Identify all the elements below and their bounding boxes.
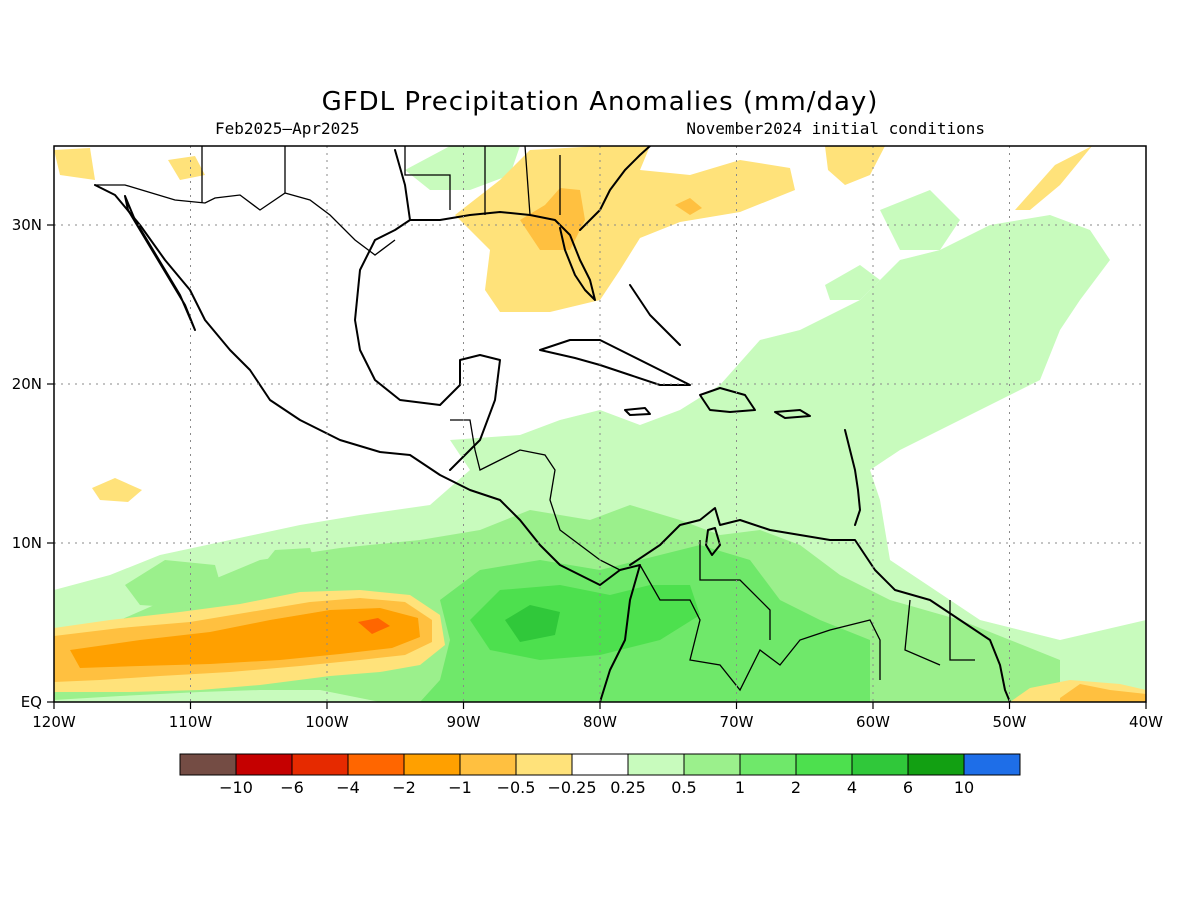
- wet-region-core: [505, 605, 560, 642]
- dry-region-florida: [455, 146, 795, 312]
- colorbar-label: 0.25: [610, 778, 646, 797]
- lesser-antilles: [844, 429, 861, 526]
- colorbar-swatch: [795, 753, 853, 776]
- y-tick-label: 20N: [12, 375, 42, 393]
- jamaica-coastline: [624, 407, 651, 416]
- us-state-borders: [201, 146, 561, 216]
- dry-patch-atlantic: [825, 146, 885, 185]
- dry-region-core: [358, 618, 390, 634]
- pacific-coastline: [94, 184, 641, 702]
- wet-patch-north-atl: [825, 265, 880, 300]
- hispaniola-coastline: [699, 387, 756, 413]
- south-america-borders: [639, 564, 975, 692]
- texas-border: [284, 192, 396, 256]
- colorbar-label: −10: [219, 778, 253, 797]
- x-tick-label: 40W: [1129, 713, 1163, 731]
- colorbar-swatch: [851, 753, 909, 776]
- colorbar-swatch: [907, 753, 965, 776]
- colorbar-swatch: [235, 753, 293, 776]
- wet-patch-west-2: [255, 548, 320, 585]
- x-tick-label: 110W: [169, 713, 213, 731]
- colorbar-label: −6: [280, 778, 304, 797]
- central-america-borders: [450, 419, 621, 571]
- colorbar-label: 10: [954, 778, 974, 797]
- x-tick-label: 120W: [32, 713, 76, 731]
- dry-region-inner: [70, 608, 420, 668]
- bahamas: [629, 284, 681, 346]
- y-tick-label: 10N: [12, 534, 42, 552]
- initial-conditions-subtitle: November2024 initial conditions: [686, 119, 985, 138]
- colorbar-swatch: [683, 753, 741, 776]
- us-atlantic-coastline: [579, 146, 651, 231]
- colorbar-swatch: [403, 753, 461, 776]
- x-tick-label: 100W: [305, 713, 349, 731]
- dry-patch-ne-atlantic: [1015, 146, 1092, 210]
- wet-patch-gulf: [405, 146, 520, 190]
- colorbar-swatch: [459, 753, 517, 776]
- x-tick-label: 90W: [447, 713, 481, 731]
- colorbar-label: 2: [791, 778, 801, 797]
- political-borders: [95, 146, 975, 692]
- y-axis-labels: EQ 10N 20N 30N: [12, 216, 42, 711]
- colorbar-swatch: [347, 753, 405, 776]
- colorbar-label: −1: [448, 778, 472, 797]
- wet-patch-atlantic: [880, 190, 960, 250]
- colorbar-label: 0.5: [671, 778, 696, 797]
- puerto-rico-coastline: [774, 409, 811, 419]
- x-tick-label: 50W: [993, 713, 1027, 731]
- colorbar-swatch: [291, 753, 349, 776]
- colorbar-label: −4: [336, 778, 360, 797]
- colorbar-swatch: [627, 753, 685, 776]
- dry-patch-pacific: [92, 478, 142, 502]
- south-america-coastline: [629, 507, 1011, 702]
- baja-coastline: [124, 195, 196, 331]
- cuba-coastline: [539, 339, 691, 386]
- us-gulf-coastline: [409, 211, 596, 301]
- x-tick-label: 80W: [583, 713, 617, 731]
- colorbar-label: 4: [847, 778, 857, 797]
- colorbar-label: −2: [392, 778, 416, 797]
- y-tick-label: 30N: [12, 216, 42, 234]
- colorbar-label: −0.25: [547, 778, 596, 797]
- y-tick-label: EQ: [21, 693, 42, 711]
- colorbar-swatch: [963, 753, 1021, 776]
- anomaly-field: [54, 146, 1146, 702]
- colorbar-swatch: [739, 753, 797, 776]
- dry-patch-baja: [168, 156, 205, 180]
- graticule: [54, 146, 1146, 702]
- us-mexico-border: [95, 146, 286, 211]
- gulf-coastline: [354, 149, 501, 471]
- x-tick-label: 60W: [856, 713, 890, 731]
- wet-patch-west: [125, 560, 225, 608]
- colorbar-swatch: [571, 753, 629, 776]
- colorbar-label: 1: [735, 778, 745, 797]
- axis-ticks: [47, 224, 1147, 709]
- venezuela-colombia-border: [699, 540, 771, 640]
- dry-patch-carolina: [675, 198, 702, 215]
- colorbar-swatch: [179, 753, 237, 776]
- colorbar-label: −0.5: [497, 778, 536, 797]
- colorbar: −10 −6 −4 −2 −1 −0.5 −0.25 0.25 0.5 1 2 4 6 10: [179, 753, 1021, 797]
- coastlines: [94, 146, 1011, 702]
- colorbar-swatch: [515, 753, 573, 776]
- wet-region-strong-2: [470, 585, 700, 660]
- dry-patch-southeast-mid: [1060, 684, 1146, 702]
- season-subtitle: Feb2025–Apr2025: [215, 119, 360, 138]
- colorbar-label: 6: [903, 778, 913, 797]
- x-axis-labels: 120W 110W 100W 90W 80W 70W 60W 50W 40W: [32, 713, 1163, 731]
- x-tick-label: 70W: [720, 713, 754, 731]
- map-title: GFDL Precipitation Anomalies (mm/day): [322, 87, 879, 117]
- dry-patch-nw: [54, 148, 95, 180]
